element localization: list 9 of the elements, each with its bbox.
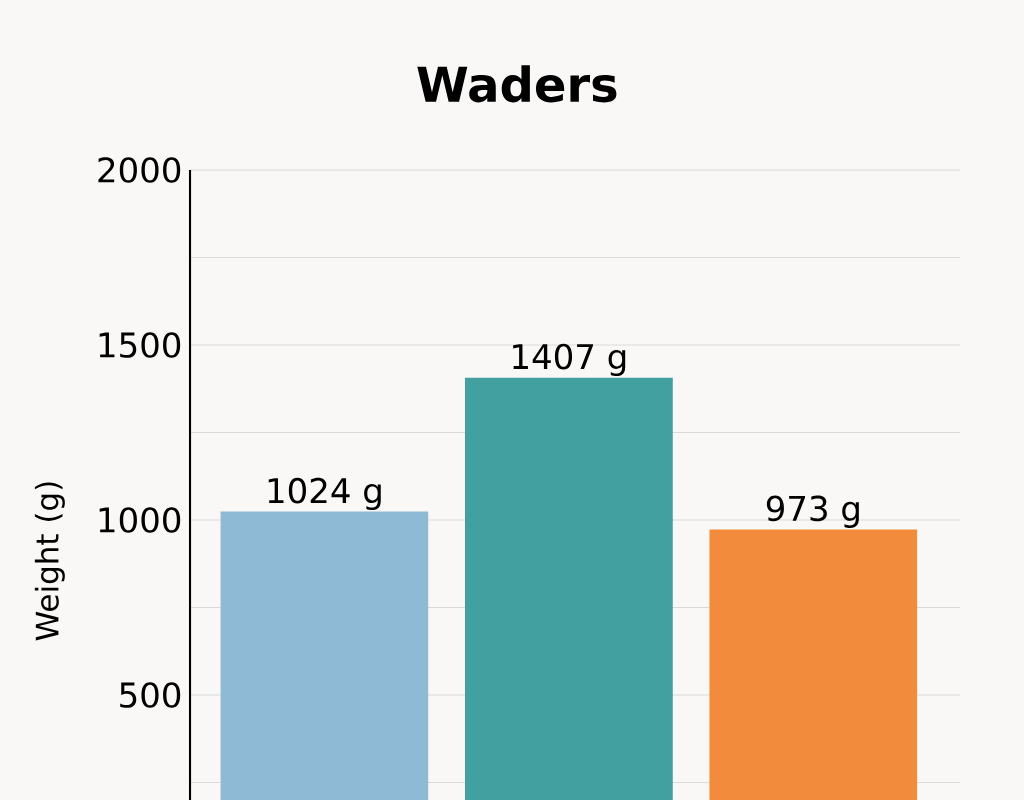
y-tick-label: 1000 — [99, 507, 181, 533]
y-axis-title: Weight (g) — [34, 482, 65, 641]
data-label: 1407 g — [513, 343, 626, 377]
data-label: 1024 g — [268, 477, 381, 511]
chart-title: Waders — [417, 65, 617, 103]
data-label: 973 g — [766, 495, 859, 528]
y-tick-label: 500 — [120, 682, 181, 708]
y-tick-label: 1500 — [99, 332, 181, 358]
y-tick-label: 2000 — [98, 157, 181, 183]
